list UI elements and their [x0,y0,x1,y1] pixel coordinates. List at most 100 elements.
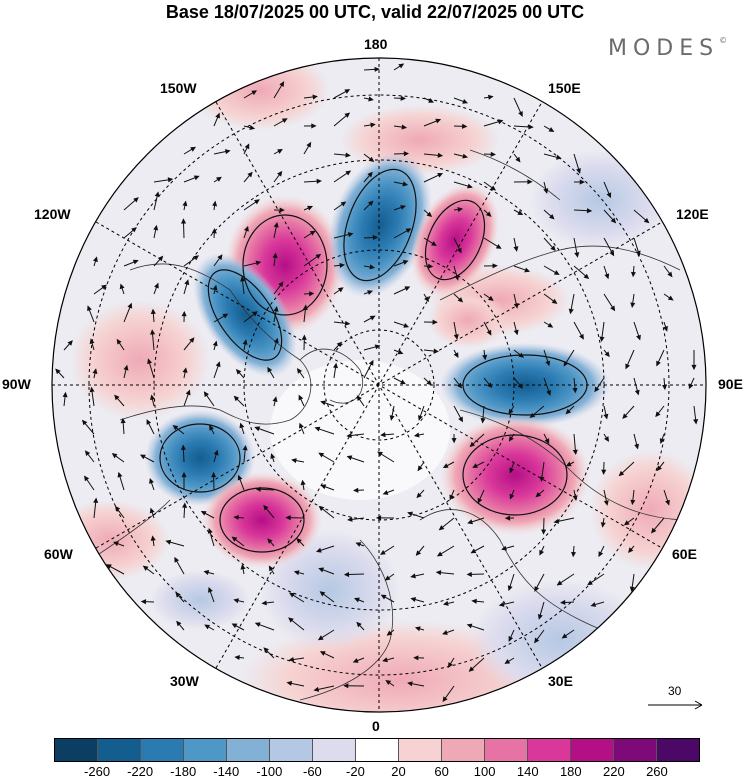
wind-vector-head [466,623,473,629]
lon-label-90e: 90E [718,376,743,392]
wind-vector-head [461,123,468,129]
wind-vector-head [111,453,118,459]
wind-vector-head [594,386,600,393]
wind-vector-head [630,302,636,308]
wind-vector-head [181,471,187,478]
wind-vector-head [369,315,376,321]
colorbar [54,738,700,762]
colorbar-tick-label: -180 [170,764,197,779]
wind-vector-head [565,461,572,467]
wind-vector-head [453,352,459,358]
wind-vector-head [272,252,278,259]
wind-vector-head [456,247,462,254]
wind-vector-head [55,368,61,375]
wind-vector-head [347,516,353,522]
colorbar-segment [313,739,356,761]
wind-vector-head [604,436,609,442]
wind-vector-head [571,551,577,558]
contours [159,168,588,553]
wind-vector-head [279,207,285,213]
wind-vector-head [470,548,477,554]
wind-vector-head [367,290,373,295]
wind-vector-head [486,382,493,389]
wind-vector-head [513,246,519,252]
wind-vector-head [189,337,195,343]
wind-vector-head [217,254,223,261]
wind-vector-head [320,484,327,490]
wind-vector-head [242,339,248,345]
wind-vector-head [563,360,569,367]
wind-vector-head [539,549,545,556]
wind-vector-head [518,352,525,358]
wind-vector-head [488,295,494,301]
wind-vector-head [239,422,245,429]
wind-vector-head [346,455,353,461]
wind-vector-head [490,185,497,191]
wind-vector-head [426,379,432,386]
wind-vector-head [628,547,634,553]
wind-vector-head [576,168,581,174]
wind-vector-head [453,334,459,340]
wind-vector-head [553,518,560,524]
lon-label-120w: 120W [34,206,71,222]
colorbar-tick-label: -20 [346,764,365,779]
wind-vector-head [380,432,386,438]
wind-vector-head [556,154,562,160]
wind-vector-head [301,334,307,340]
wind-vector-head [254,622,261,628]
wind-vector-head [456,382,462,389]
colorbar-tick-label: -220 [127,764,154,779]
wind-vector-head [385,679,392,686]
wind-vector-head [176,620,182,627]
wind-vector-head [410,597,417,602]
wind-vector-head [368,156,375,162]
wind-vector-head [403,322,410,328]
wind-vector-head [458,416,463,423]
wind-vector-head [485,211,492,217]
wind-vector-head [131,227,137,233]
wind-vector-head [537,613,543,620]
wind-vector-head [344,112,351,118]
wind-vector-head [544,438,550,445]
wind-vector-head [89,338,95,345]
colorbar-tick-label: -100 [256,764,283,779]
wind-vector-head [92,368,98,374]
page-title: Base 18/07/2025 00 UTC, valid 22/07/2025… [165,2,585,22]
wind-vector-head [402,181,409,187]
wind-vector-head [208,586,213,593]
wind-vector-head [84,450,91,456]
wind-vector-head [231,623,238,629]
wind-vector-head [436,551,443,557]
wind-vector-head [428,98,435,103]
wind-vector-head [213,449,219,456]
brand-logo: MODES© [608,36,727,61]
wind-vector-head [142,565,149,571]
wind-vector-head [431,241,437,247]
wind-vector-head [356,395,362,401]
wind-vector-head [659,438,665,444]
wind-vector-head [561,633,568,639]
wind-vector-head [320,400,327,406]
wind-vector-head [343,683,349,689]
wind-vector-head [272,396,278,402]
wind-vector-head [319,591,326,597]
wind-vector-head [119,283,125,290]
wind-vector-head [237,474,243,481]
wind-vector-head [285,515,291,521]
lon-label-150e: 150E [548,80,581,96]
colorbar-ticks: -260 -220 -180 -140 -100 -60 -20 20 60 100 140 180 2… [54,764,700,782]
wind-vector-head [252,311,258,317]
wind-vector-head [447,662,453,668]
wind-vector-head [353,487,359,493]
wind-vector-head [212,340,218,347]
wind-vector-head [337,287,344,293]
wind-vector-head [518,111,523,117]
wind-vector-head [114,394,120,401]
wind-vector-head [203,570,210,576]
wind-vector-head [380,594,387,600]
wind-vector-head [212,284,218,291]
colorbar-segment [614,739,657,761]
wind-vector-head [527,179,533,185]
wind-vector-head [317,635,324,641]
wind-vector-head [495,243,502,249]
